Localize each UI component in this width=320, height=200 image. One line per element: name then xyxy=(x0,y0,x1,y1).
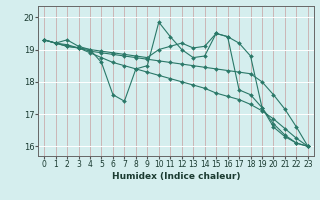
X-axis label: Humidex (Indice chaleur): Humidex (Indice chaleur) xyxy=(112,172,240,181)
